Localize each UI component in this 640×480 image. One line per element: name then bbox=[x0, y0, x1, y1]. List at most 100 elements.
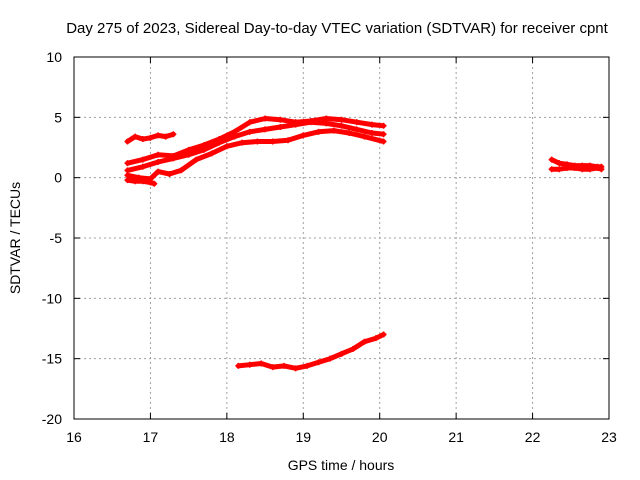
x-tick-label: 18 bbox=[219, 429, 235, 445]
data-point bbox=[262, 115, 269, 122]
data-point bbox=[208, 150, 215, 157]
x-tick-label: 22 bbox=[525, 429, 541, 445]
data-point bbox=[380, 131, 387, 138]
data-point bbox=[269, 364, 276, 371]
data-point bbox=[346, 130, 353, 137]
data-point bbox=[155, 168, 162, 175]
data-point bbox=[338, 122, 345, 129]
data-point bbox=[170, 131, 177, 138]
data-point bbox=[292, 365, 299, 372]
data-point bbox=[571, 165, 578, 172]
data-point bbox=[548, 156, 555, 163]
data-point bbox=[246, 361, 253, 368]
data-point bbox=[548, 166, 555, 173]
y-tick-label: 0 bbox=[54, 170, 62, 186]
data-point bbox=[155, 151, 162, 158]
y-tick-label: 5 bbox=[54, 109, 62, 125]
data-point bbox=[147, 179, 154, 186]
data-point bbox=[151, 180, 158, 187]
series-arc-5 bbox=[124, 177, 158, 187]
data-point bbox=[586, 166, 593, 173]
chart-title: Day 275 of 2023, Sidereal Day-to-day VTE… bbox=[66, 20, 608, 37]
x-tick-label: 23 bbox=[601, 429, 617, 445]
y-tick-label: -15 bbox=[42, 351, 62, 367]
data-point bbox=[166, 171, 173, 178]
data-point bbox=[124, 177, 131, 184]
data-point bbox=[598, 166, 605, 173]
data-point bbox=[139, 156, 146, 163]
series-arc-8 bbox=[548, 165, 605, 173]
data-point bbox=[155, 158, 162, 165]
data-point bbox=[193, 156, 200, 163]
data-point bbox=[139, 163, 146, 170]
x-tick-label: 20 bbox=[372, 429, 388, 445]
series-line bbox=[125, 119, 386, 173]
data-point bbox=[132, 133, 139, 140]
data-point bbox=[315, 128, 322, 135]
data-point bbox=[380, 122, 387, 129]
data-point bbox=[380, 331, 387, 338]
data-point bbox=[162, 133, 169, 140]
x-axis: 16 17 18 19 20 21 22 23 bbox=[66, 57, 617, 445]
data-point bbox=[323, 120, 330, 127]
data-point bbox=[361, 338, 368, 345]
data-point bbox=[315, 359, 322, 366]
y-axis-label: SDTVAR / TECUs bbox=[7, 182, 23, 294]
series-arc-1 bbox=[124, 131, 177, 145]
data-point bbox=[292, 121, 299, 128]
x-tick-label: 19 bbox=[295, 429, 311, 445]
y-tick-label: 10 bbox=[46, 49, 62, 65]
data-point bbox=[269, 138, 276, 145]
data-point bbox=[200, 146, 207, 153]
y-tick-label: -5 bbox=[50, 230, 63, 246]
data-point bbox=[330, 127, 337, 134]
series-arc-6 bbox=[235, 331, 387, 372]
x-axis-label: GPS time / hours bbox=[288, 457, 395, 473]
x-tick-label: 21 bbox=[448, 429, 464, 445]
data-point bbox=[579, 166, 586, 173]
data-point bbox=[139, 178, 146, 185]
data-point bbox=[124, 138, 131, 145]
data-point bbox=[307, 119, 314, 126]
data-point bbox=[349, 346, 356, 353]
data-series bbox=[124, 115, 605, 372]
data-point bbox=[338, 350, 345, 357]
grid-lines bbox=[74, 57, 609, 419]
data-point bbox=[139, 136, 146, 143]
x-tick-label: 17 bbox=[143, 429, 159, 445]
data-point bbox=[380, 138, 387, 145]
data-point bbox=[327, 355, 334, 362]
data-point bbox=[132, 178, 139, 185]
data-point bbox=[353, 119, 360, 126]
data-point bbox=[262, 126, 269, 133]
data-point bbox=[281, 362, 288, 369]
data-point bbox=[216, 139, 223, 146]
data-point bbox=[372, 335, 379, 342]
data-point bbox=[124, 160, 131, 167]
data-point bbox=[556, 166, 563, 173]
data-point bbox=[369, 130, 376, 137]
data-point bbox=[594, 165, 601, 172]
data-point bbox=[246, 119, 253, 126]
data-point bbox=[304, 362, 311, 369]
data-point bbox=[254, 138, 261, 145]
data-point bbox=[361, 133, 368, 140]
data-point bbox=[246, 128, 253, 135]
data-point bbox=[353, 126, 360, 133]
data-point bbox=[369, 121, 376, 128]
data-point bbox=[300, 132, 307, 139]
data-point bbox=[178, 167, 184, 174]
data-point bbox=[155, 132, 162, 139]
data-point bbox=[277, 123, 284, 130]
x-tick-label: 16 bbox=[66, 429, 82, 445]
data-point bbox=[235, 362, 242, 369]
data-point bbox=[185, 151, 192, 158]
y-axis: 10 5 0 -5 -10 -15 -20 bbox=[42, 49, 609, 427]
y-tick-label: -10 bbox=[42, 290, 62, 306]
data-point bbox=[258, 360, 265, 367]
data-point bbox=[338, 116, 345, 123]
series-arc-4 bbox=[124, 127, 387, 182]
data-point bbox=[223, 143, 230, 150]
series-arc-3 bbox=[124, 119, 387, 174]
y-tick-label: -20 bbox=[42, 411, 62, 427]
